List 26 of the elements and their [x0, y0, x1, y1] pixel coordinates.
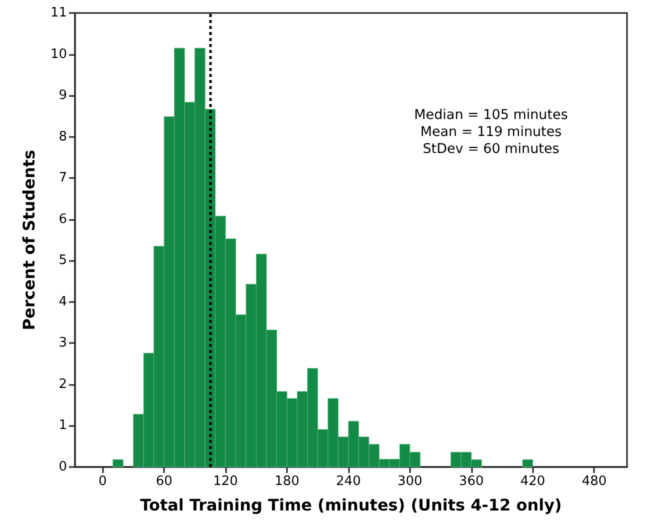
x-tick-label: 300 — [397, 474, 422, 489]
y-tick-label: 1 — [58, 418, 67, 434]
y-tick-label: 3 — [58, 336, 67, 351]
y-axis-title: Percent of Students — [20, 150, 38, 330]
y-tick-label: 8 — [58, 129, 67, 144]
annotation: Median = 105 minutes — [414, 107, 568, 123]
annotation: StDev = 60 minutes — [422, 141, 560, 157]
x-axis-title: Total Training Time (minutes) (Units 4-12 only) — [140, 496, 562, 514]
y-tick-label: 6 — [58, 212, 67, 227]
y-tick-label: 5 — [58, 253, 67, 268]
y-tick-label: 4 — [58, 294, 67, 310]
y-tick-label: 9 — [58, 88, 67, 104]
annotation: Mean = 119 minutes — [420, 124, 562, 140]
x-tick-label: 60 — [156, 474, 172, 489]
x-tick-label: 180 — [274, 474, 300, 489]
y-tick-label: 10 — [50, 46, 67, 62]
x-tick-label: 360 — [458, 474, 484, 489]
y-tick-label: 0 — [58, 460, 67, 474]
y-tick-label: 11 — [50, 6, 67, 20]
x-tick-label: 480 — [582, 474, 607, 489]
y-tick-label: 2 — [58, 376, 67, 392]
x-tick-label: 120 — [213, 474, 238, 489]
x-tick-label: 0 — [98, 474, 107, 489]
x-tick-label: 420 — [520, 474, 546, 489]
y-tick-label: 7 — [58, 170, 67, 186]
x-tick-label: 240 — [336, 474, 361, 489]
